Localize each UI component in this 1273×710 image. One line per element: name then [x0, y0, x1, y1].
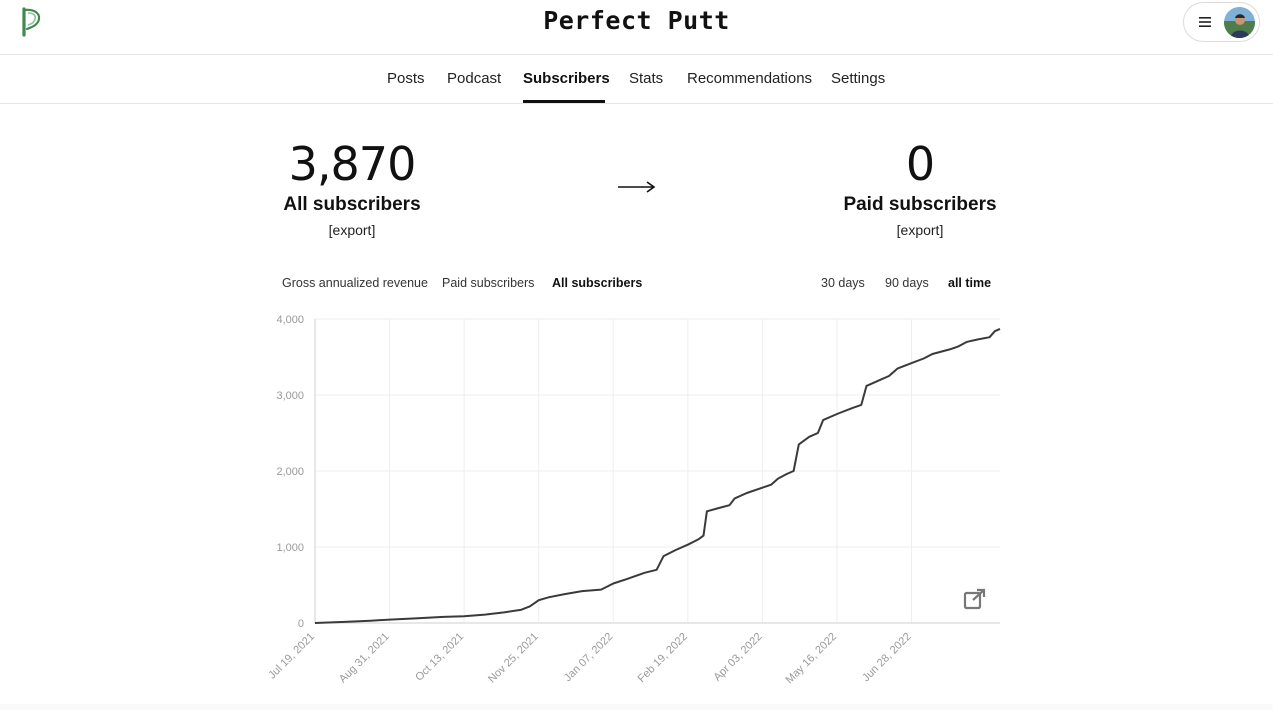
range-all-time[interactable]: all time: [948, 276, 992, 290]
paid-subscribers-label: Paid subscribers: [843, 194, 997, 215]
tab-subscribers[interactable]: Subscribers: [523, 70, 610, 87]
filter-gross-annualized-revenue[interactable]: Gross annualized revenue: [282, 276, 428, 290]
x-tick-label: May 16, 2022: [783, 631, 839, 687]
open-in-new-window-icon[interactable]: [963, 588, 987, 610]
y-tick-label: 4,000: [276, 314, 304, 326]
all-subscribers-label: All subscribers: [283, 194, 421, 215]
active-tab-indicator: [523, 100, 605, 103]
x-tick-label: Jan 07, 2022: [562, 631, 615, 684]
account-menu-button[interactable]: [1183, 2, 1260, 42]
substack-p-logo-icon[interactable]: [20, 7, 44, 37]
x-tick-label: Jul 19, 2021: [266, 631, 317, 682]
all-subscribers-count: 3,870: [288, 137, 417, 191]
filter-paid-subscribers[interactable]: Paid subscribers: [442, 276, 535, 290]
x-tick-label: Jun 28, 2022: [860, 631, 913, 684]
all-subscribers-stat: 3,870 All subscribers [export]: [272, 138, 432, 238]
tab-podcast[interactable]: Podcast: [447, 70, 502, 87]
paid-subscribers-count: 0: [905, 137, 935, 191]
x-tick-label: Oct 13, 2021: [413, 631, 466, 684]
x-tick-label: Aug 31, 2021: [337, 631, 392, 686]
export-all-subscribers-link[interactable]: [export]: [328, 222, 376, 238]
x-tick-label: Feb 19, 2022: [636, 631, 690, 685]
y-tick-label: 2,000: [276, 466, 304, 478]
tab-posts[interactable]: Posts: [387, 70, 425, 87]
y-tick-label: 0: [298, 618, 304, 630]
series-line: [314, 327, 1001, 624]
range-30-days[interactable]: 30 days: [821, 276, 865, 290]
user-avatar: [1224, 7, 1255, 38]
range-90-days[interactable]: 90 days: [885, 276, 929, 290]
dashboard-tabs: Posts Podcast Subscribers Stats Recommen…: [0, 55, 1273, 104]
filter-all-subscribers[interactable]: All subscribers: [552, 276, 643, 290]
top-bar: Perfect Putt: [0, 0, 1273, 55]
site-title[interactable]: Perfect Putt: [543, 6, 730, 35]
paid-subscribers-stat: 0 Paid subscribers [export]: [840, 138, 1000, 238]
subscribers-chart: 0 1,000 2,000 3,000 4,000 Jul 19, 2021 Aug 31,…: [266, 314, 1001, 687]
x-tick-label: Apr 03, 2022: [712, 631, 765, 684]
tab-stats[interactable]: Stats: [629, 70, 664, 87]
y-tick-label: 1,000: [276, 542, 304, 554]
y-tick-label: 3,000: [276, 390, 304, 402]
tab-settings[interactable]: Settings: [831, 70, 886, 87]
hamburger-menu-icon: [1199, 17, 1211, 27]
page-bottom-edge: [0, 704, 1273, 710]
tab-recommendations[interactable]: Recommendations: [687, 70, 813, 87]
x-tick-label: Nov 25, 2021: [486, 631, 541, 686]
arrow-right-icon: [618, 181, 656, 193]
export-paid-subscribers-link[interactable]: [export]: [896, 222, 944, 238]
